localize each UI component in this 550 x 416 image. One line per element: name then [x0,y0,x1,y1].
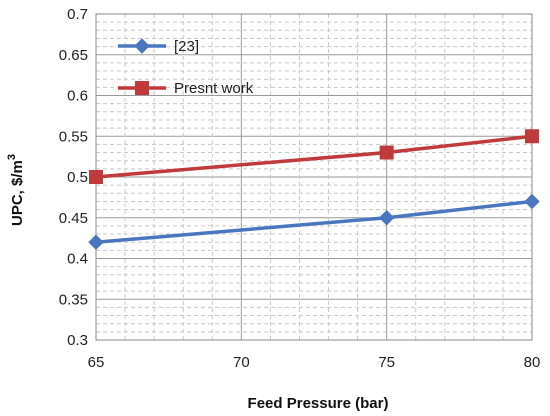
y-tick-label: 0.3 [67,332,88,349]
y-tick-label: 0.5 [67,169,88,186]
y-tick-label: 0.7 [67,6,88,23]
data-point [89,170,103,184]
y-tick-label: 0.45 [59,210,88,227]
y-tick-label: 0.4 [67,251,88,268]
y-axis-title-main: UPC, $/m [9,160,26,226]
legend-marker [134,38,150,54]
x-tick-label: 75 [378,354,395,371]
y-axis-title-superscript: 3 [6,154,18,160]
y-axis-title: UPC, $/m3 [6,154,26,226]
x-tick-label: 65 [88,354,105,371]
legend-item: [23] [118,38,199,55]
y-tick-label: 0.55 [59,128,88,145]
y-tick-label: 0.35 [59,291,88,308]
legend-marker [135,81,149,95]
x-tick-label: 80 [524,354,541,371]
legend-label: Presnt work [174,80,254,97]
legend-item: Presnt work [118,80,254,97]
grid-layer [95,13,533,341]
y-tick-label: 0.6 [67,88,88,105]
data-point [524,193,540,210]
series-0 [88,193,540,250]
series-1 [89,129,539,184]
data-point [378,210,395,226]
x-axis-title: Feed Pressure (bar) [248,395,389,412]
series-layer [88,129,540,250]
legend-label: [23] [174,38,199,55]
data-point [88,234,104,250]
data-point [525,129,539,144]
legend: [23] Presnt work [118,38,254,97]
data-point [379,145,394,160]
axis-layer: 0.3 0.35 0.4 0.45 0.5 0.55 0.6 0.65 0.7 65 70 75 80 [59,6,541,371]
y-tick-label: 0.65 [59,47,88,64]
x-tick-label: 70 [233,354,250,371]
